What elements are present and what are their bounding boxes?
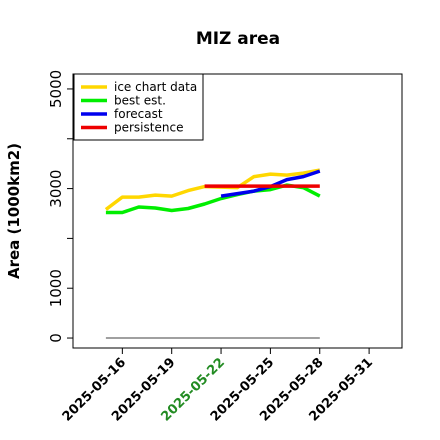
y-axis-label: Area (1000km2) <box>5 143 23 279</box>
series-line-ice-chart-data <box>104 168 321 211</box>
y-tick-label: 5000 <box>47 70 65 108</box>
y-axis: 0 1000 3000 5000 <box>47 70 73 343</box>
legend-label-forecast: forecast <box>114 107 163 121</box>
plot-frame <box>72 73 403 349</box>
legend-label-ice-chart-data: ice chart data <box>114 80 197 94</box>
y-tick-label: 0 <box>47 333 65 343</box>
legend-label-best-est: best est. <box>114 94 166 108</box>
chart-title: MIZ area <box>196 29 280 49</box>
x-axis: 2025-05-162025-05-192025-05-222025-05-25… <box>60 348 376 425</box>
y-tick-label: 1000 <box>47 269 65 307</box>
y-tick-label: 3000 <box>47 170 65 208</box>
legend-label-persistence: persistence <box>114 121 183 135</box>
